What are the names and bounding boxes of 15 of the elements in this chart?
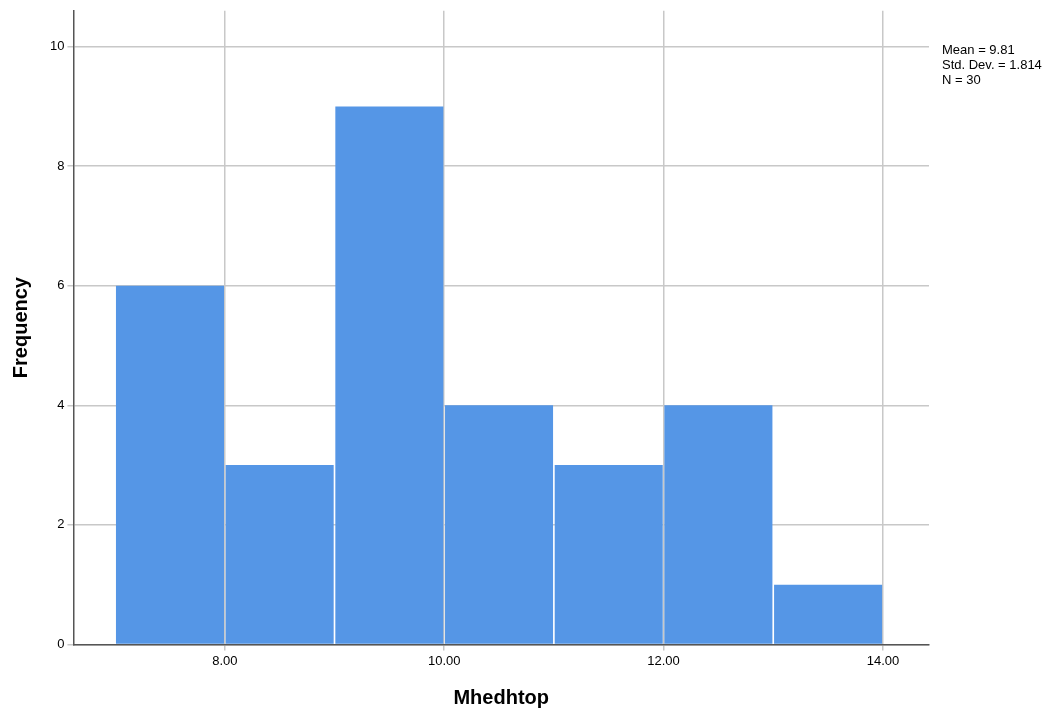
- text: Mean = 9.81: [942, 41, 1015, 57]
- text: N = 30: [942, 71, 981, 87]
- y-tick-label: 2: [57, 516, 65, 532]
- y-axis-title: Frequency: [8, 276, 31, 379]
- x-axis-title: Mhedhtop: [453, 685, 549, 708]
- x-tick-label: 8.00: [212, 652, 238, 668]
- y-tick-label: 6: [57, 277, 65, 293]
- y-tick-label: 10: [49, 38, 65, 54]
- text: Std. Dev. = 1.814: [942, 56, 1042, 72]
- y-tick-label: 8: [57, 157, 65, 173]
- y-tick-label: 4: [57, 396, 65, 412]
- x-tick-label: 10.00: [427, 652, 461, 668]
- x-tick-label: 14.00: [866, 652, 900, 668]
- y-tick-label: 0: [57, 635, 65, 651]
- x-tick-label: 12.00: [647, 652, 680, 668]
